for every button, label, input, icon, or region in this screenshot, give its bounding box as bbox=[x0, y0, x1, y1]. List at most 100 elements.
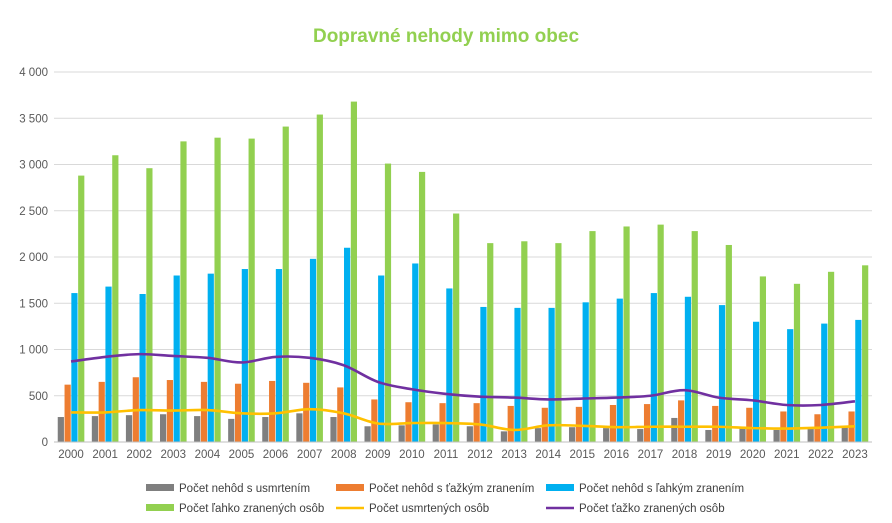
bar bbox=[364, 426, 371, 442]
x-tick-label: 2015 bbox=[569, 449, 595, 461]
y-tick-label: 500 bbox=[29, 391, 48, 403]
bar bbox=[344, 247, 351, 442]
x-tick-label: 2008 bbox=[331, 449, 357, 461]
bar bbox=[514, 307, 521, 442]
bar bbox=[623, 226, 630, 442]
bar bbox=[862, 265, 869, 442]
x-tick-label: 2016 bbox=[604, 449, 630, 461]
x-axis-ticks: 2000 2001 2002 2003 2004 2005 2006 2007 2008 2009… bbox=[58, 449, 868, 461]
bar bbox=[705, 429, 712, 442]
bar bbox=[548, 307, 555, 442]
bar bbox=[64, 384, 71, 442]
bar bbox=[507, 405, 514, 442]
bar bbox=[725, 244, 732, 442]
legend-label: Počet usmrtených osôb bbox=[369, 503, 489, 515]
bar bbox=[671, 417, 678, 442]
bar bbox=[105, 286, 112, 442]
bar bbox=[603, 428, 610, 442]
bar bbox=[466, 426, 473, 442]
legend-label: Počet ťažko zranených osôb bbox=[579, 503, 725, 515]
series-line bbox=[71, 407, 856, 432]
x-tick-label: 2001 bbox=[92, 449, 118, 461]
bar bbox=[173, 275, 180, 442]
bar bbox=[609, 405, 617, 442]
y-tick-label: 1 500 bbox=[19, 298, 48, 310]
bar bbox=[855, 319, 862, 442]
x-tick-label: 2006 bbox=[263, 449, 289, 461]
x-tick-label: 2005 bbox=[229, 449, 255, 461]
legend-label: Počet nehôd s ľahkým zranením bbox=[579, 483, 744, 495]
bar bbox=[71, 293, 78, 442]
bar bbox=[262, 417, 269, 442]
legend-label: Počet nehôd s ťažkým zranením bbox=[369, 483, 534, 495]
x-tick-label: 2020 bbox=[740, 449, 766, 461]
bar bbox=[821, 323, 828, 442]
x-tick-label: 2023 bbox=[842, 449, 868, 461]
bar bbox=[57, 417, 64, 442]
y-tick-label: 3 000 bbox=[19, 160, 48, 172]
legend-swatch bbox=[336, 484, 364, 491]
bar bbox=[521, 241, 528, 442]
x-tick-label: 2012 bbox=[467, 449, 493, 461]
y-tick-label: 3 500 bbox=[19, 113, 48, 125]
x-tick-label: 2003 bbox=[160, 449, 186, 461]
bar bbox=[78, 175, 85, 442]
bar bbox=[350, 101, 358, 442]
bar bbox=[746, 407, 753, 442]
bar bbox=[125, 415, 133, 442]
legend-swatch bbox=[146, 504, 174, 511]
bar bbox=[780, 411, 787, 442]
legend-swatch bbox=[546, 484, 574, 491]
bar bbox=[303, 382, 310, 442]
y-tick-label: 2 500 bbox=[19, 206, 48, 218]
series-lines bbox=[70, 352, 856, 432]
bar bbox=[146, 168, 153, 442]
y-tick-label: 4 000 bbox=[19, 67, 48, 79]
bars bbox=[57, 101, 869, 443]
y-tick-label: 0 bbox=[42, 437, 48, 449]
bar bbox=[412, 263, 419, 442]
gridlines bbox=[54, 71, 872, 397]
bar bbox=[139, 294, 146, 442]
bar bbox=[500, 431, 508, 442]
legend-label: Počet ľahko zranených osôb bbox=[179, 503, 324, 515]
bar bbox=[657, 224, 664, 442]
bar bbox=[432, 424, 439, 442]
bar bbox=[241, 269, 248, 442]
bar bbox=[214, 137, 221, 443]
x-tick-label: 2009 bbox=[365, 449, 391, 461]
bar bbox=[650, 293, 657, 442]
bar bbox=[330, 417, 337, 442]
x-tick-label: 2002 bbox=[126, 449, 152, 461]
x-tick-label: 2000 bbox=[58, 449, 84, 461]
bar bbox=[337, 387, 344, 442]
bar bbox=[827, 271, 835, 442]
bar bbox=[384, 163, 392, 442]
bar bbox=[739, 428, 746, 442]
bar bbox=[684, 296, 692, 442]
bar bbox=[446, 288, 453, 442]
bar bbox=[269, 380, 276, 442]
legend-swatch bbox=[146, 484, 174, 491]
x-tick-label: 2011 bbox=[434, 449, 459, 461]
x-tick-label: 2014 bbox=[535, 449, 561, 461]
bar bbox=[371, 399, 378, 442]
bar bbox=[378, 275, 385, 442]
x-tick-label: 2007 bbox=[297, 449, 323, 461]
y-tick-label: 2 000 bbox=[19, 252, 48, 264]
bar bbox=[316, 114, 323, 443]
bar bbox=[200, 381, 208, 442]
x-tick-label: 2022 bbox=[808, 449, 834, 461]
bar bbox=[637, 429, 644, 442]
legend-label: Počet nehôd s usmrtením bbox=[179, 483, 310, 495]
bar bbox=[309, 258, 317, 442]
bar bbox=[793, 283, 801, 442]
bar bbox=[159, 414, 167, 442]
bar bbox=[678, 400, 685, 442]
x-tick-label: 2019 bbox=[706, 449, 732, 461]
bar bbox=[841, 427, 848, 442]
bar bbox=[473, 403, 480, 442]
bar bbox=[643, 404, 651, 442]
